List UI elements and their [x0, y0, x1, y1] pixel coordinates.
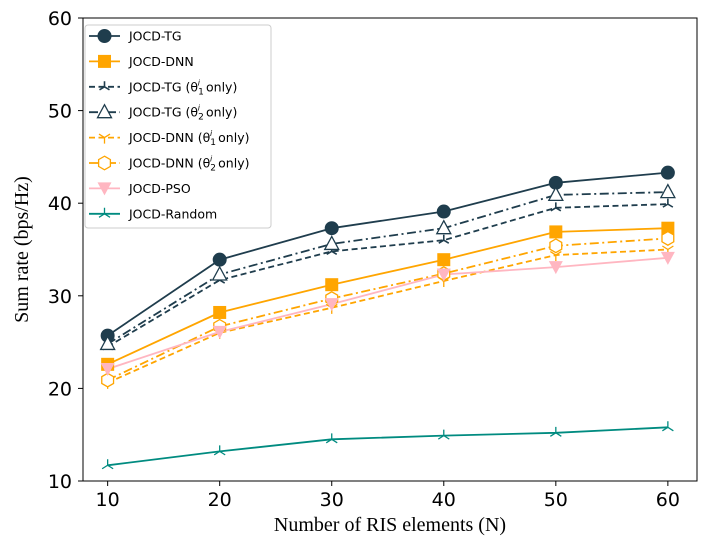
- data-point-s2-x30: [325, 278, 338, 291]
- y-tick-label-20: 20: [48, 378, 72, 400]
- data-point-s6-x60: [662, 232, 674, 246]
- data-point-s1-x40: [437, 205, 450, 218]
- x-tick-label-20: 20: [208, 489, 232, 511]
- legend-marker-1: [98, 30, 111, 43]
- x-tick-label-50: 50: [544, 489, 568, 511]
- data-point-s2-x20: [213, 306, 226, 319]
- x-tick-label-40: 40: [432, 489, 456, 511]
- y-tick-label-60: 60: [48, 8, 72, 30]
- data-point-s1-x30: [325, 222, 338, 235]
- x-tick-label-30: 30: [320, 489, 344, 511]
- data-point-s2-x50: [549, 225, 562, 238]
- legend-marker-6: [99, 156, 111, 170]
- data-point-s1-x20: [213, 253, 226, 266]
- sum-rate-chart: 10 20 30 40 50 60 10 20 30 40 50 60 Number of RIS e…: [0, 0, 706, 545]
- data-point-s2-x40: [437, 253, 450, 266]
- x-tick-label-10: 10: [96, 489, 120, 511]
- y-tick-label-50: 50: [48, 101, 72, 123]
- legend-label-2: JOCD-DNN: [128, 54, 194, 69]
- y-tick-label-30: 30: [48, 286, 72, 308]
- x-axis-label: Number of RIS elements (N): [274, 514, 506, 536]
- legend-label-8: JOCD-Random: [128, 206, 217, 221]
- y-tick-label-40: 40: [48, 193, 72, 215]
- x-tick-label-60: 60: [656, 489, 680, 511]
- y-tick-label-10: 10: [48, 471, 72, 493]
- data-point-s6-x50: [550, 239, 562, 253]
- legend-marker-2: [98, 55, 111, 68]
- legend-label-1: JOCD-TG: [128, 29, 182, 44]
- y-axis-label: Sum rate (bps/Hz): [11, 176, 33, 323]
- data-point-s1-x60: [661, 166, 674, 179]
- legend-label-7: JOCD-PSO: [128, 181, 191, 196]
